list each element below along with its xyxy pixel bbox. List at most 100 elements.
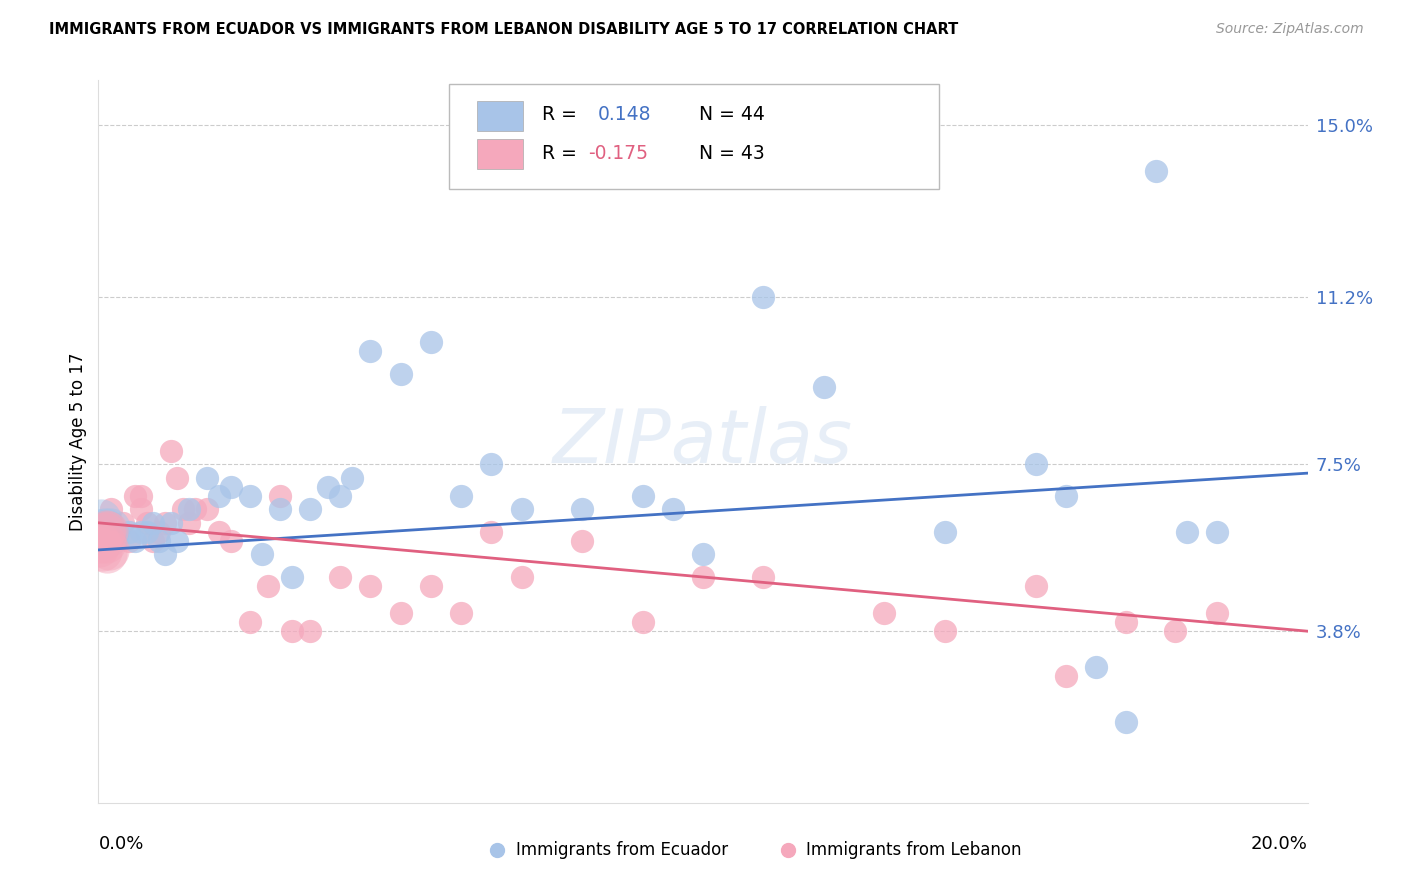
Point [148, 533, 170, 548]
Point [873, 606, 896, 620]
Point [481, 524, 503, 539]
Point [420, 335, 443, 350]
Point [1115, 714, 1137, 729]
Point [571, 533, 593, 548]
Point [420, 579, 443, 593]
Point [1024, 579, 1046, 593]
FancyBboxPatch shape [477, 101, 523, 131]
Text: N = 44: N = 44 [699, 105, 765, 124]
Point [166, 533, 188, 548]
Point [129, 502, 152, 516]
Point [360, 579, 382, 593]
Point [342, 471, 364, 485]
Point [1115, 615, 1137, 630]
Point [299, 502, 322, 516]
Point [87, 542, 110, 557]
Point [450, 606, 472, 620]
Point [1144, 163, 1167, 178]
Point [142, 516, 165, 530]
Point [661, 502, 683, 516]
Point [195, 471, 218, 485]
Point [1024, 457, 1046, 471]
Point [105, 524, 128, 539]
Point [269, 502, 291, 516]
Text: R =: R = [543, 105, 583, 124]
Point [752, 290, 775, 304]
Point [142, 533, 165, 548]
Point [87, 538, 110, 552]
Point [179, 516, 201, 530]
Point [195, 502, 218, 516]
Point [1206, 524, 1229, 539]
Text: 0.0%: 0.0% [98, 835, 143, 854]
Point [692, 570, 714, 584]
Point [934, 624, 956, 639]
Point [184, 502, 207, 516]
Point [179, 502, 201, 516]
Point [100, 516, 122, 530]
Text: IMMIGRANTS FROM ECUADOR VS IMMIGRANTS FROM LEBANON DISABILITY AGE 5 TO 17 CORREL: IMMIGRANTS FROM ECUADOR VS IMMIGRANTS FR… [49, 22, 959, 37]
Point [1163, 624, 1185, 639]
Point [281, 624, 304, 639]
Point [129, 524, 152, 539]
Text: -0.175: -0.175 [588, 145, 648, 163]
Point [256, 579, 278, 593]
Point [1054, 669, 1077, 683]
Point [135, 516, 157, 530]
Text: ZIPatlas: ZIPatlas [553, 406, 853, 477]
Point [752, 570, 775, 584]
Point [93, 533, 115, 548]
Point [89, 524, 111, 539]
Point [692, 548, 714, 562]
Point [450, 489, 472, 503]
Point [105, 524, 128, 539]
Text: Source: ZipAtlas.com: Source: ZipAtlas.com [1216, 22, 1364, 37]
Point [90, 521, 112, 535]
Point [571, 502, 593, 516]
Text: Immigrants from Lebanon: Immigrants from Lebanon [806, 841, 1021, 859]
Point [91, 534, 114, 549]
Point [360, 344, 382, 359]
Point [124, 533, 146, 548]
Point [172, 502, 194, 516]
Point [631, 489, 654, 503]
Point [221, 480, 243, 494]
Point [389, 606, 412, 620]
Text: 20.0%: 20.0% [1251, 835, 1308, 854]
Y-axis label: Disability Age 5 to 17: Disability Age 5 to 17 [69, 352, 87, 531]
Text: N = 43: N = 43 [699, 145, 765, 163]
Point [93, 524, 115, 539]
Point [510, 570, 533, 584]
Point [239, 489, 262, 503]
Point [98, 543, 121, 558]
Point [631, 615, 654, 630]
Point [98, 535, 121, 549]
Text: R =: R = [543, 145, 583, 163]
Point [90, 528, 112, 542]
Point [481, 457, 503, 471]
Point [148, 524, 170, 539]
Point [91, 518, 114, 533]
Point [1054, 489, 1077, 503]
Point [934, 524, 956, 539]
Point [1175, 524, 1198, 539]
Point [316, 480, 339, 494]
Point [510, 502, 533, 516]
Point [281, 570, 304, 584]
Point [299, 624, 322, 639]
Point [93, 524, 115, 538]
Point [87, 526, 110, 541]
Point [87, 511, 110, 525]
Point [93, 545, 115, 559]
Point [124, 489, 146, 503]
Point [118, 533, 141, 548]
Point [329, 570, 352, 584]
Point [389, 367, 412, 381]
Point [250, 548, 273, 562]
Point [239, 615, 262, 630]
Point [98, 532, 121, 546]
Point [813, 380, 835, 394]
Point [90, 528, 112, 542]
Point [90, 523, 112, 537]
Point [166, 471, 188, 485]
